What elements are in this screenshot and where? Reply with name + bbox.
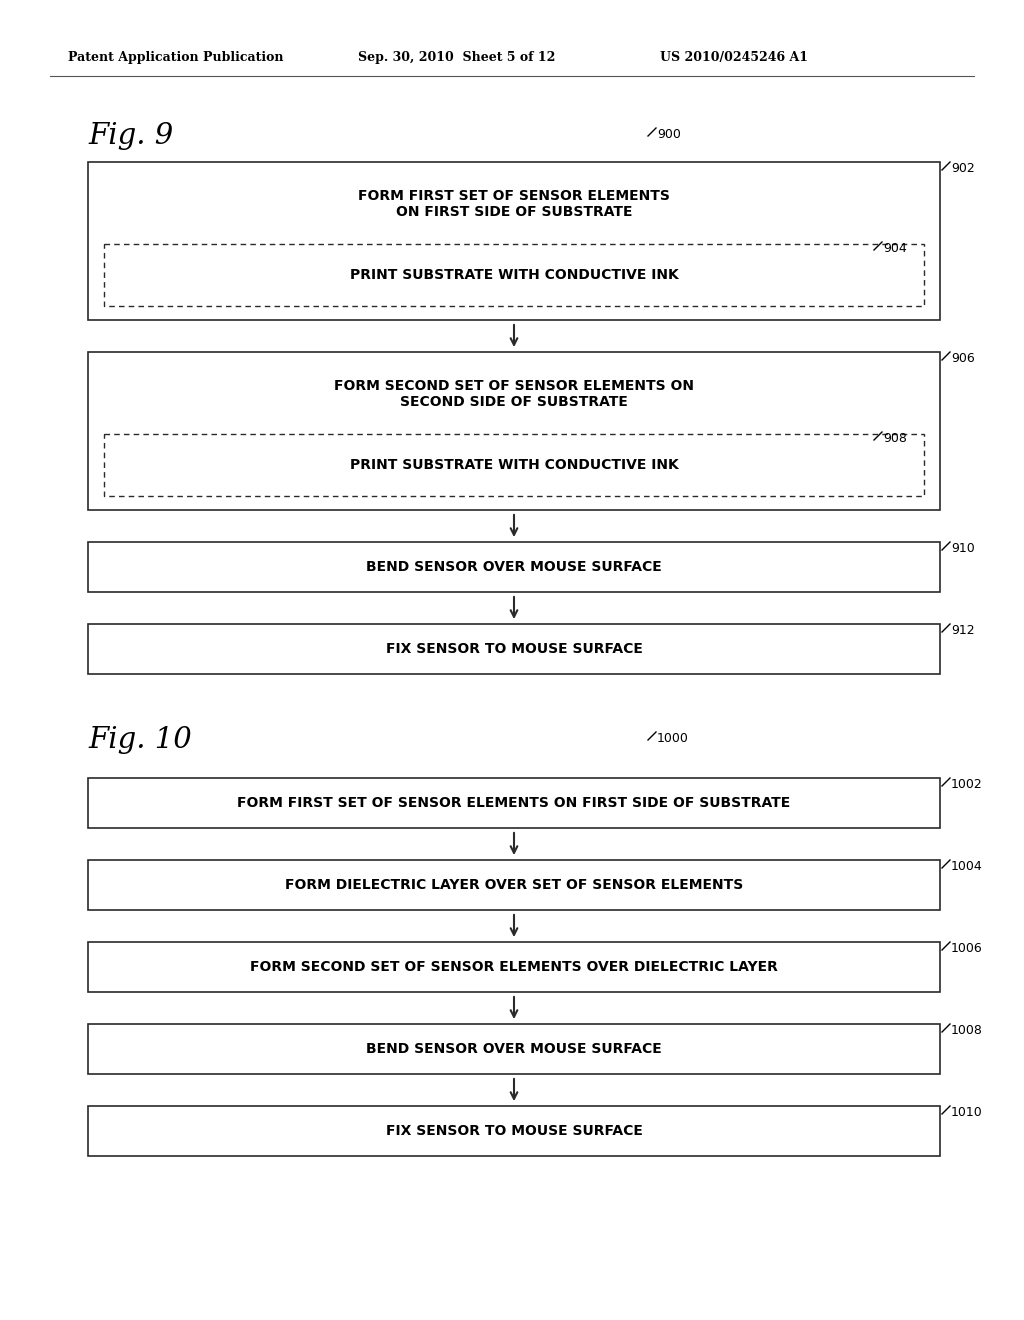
Text: PRINT SUBSTRATE WITH CONDUCTIVE INK: PRINT SUBSTRATE WITH CONDUCTIVE INK [349,268,678,282]
Text: 904: 904 [883,242,906,255]
Bar [104,244,924,306]
Bar [88,543,940,591]
Text: FIX SENSOR TO MOUSE SURFACE: FIX SENSOR TO MOUSE SURFACE [386,1125,642,1138]
Text: 910: 910 [951,543,975,554]
Bar [88,1024,940,1074]
Text: 1008: 1008 [951,1024,983,1038]
Text: 1004: 1004 [951,861,983,873]
Text: FORM DIELECTRIC LAYER OVER SET OF SENSOR ELEMENTS: FORM DIELECTRIC LAYER OVER SET OF SENSOR… [285,878,743,892]
Text: Sep. 30, 2010  Sheet 5 of 12: Sep. 30, 2010 Sheet 5 of 12 [358,51,555,65]
Text: FORM SECOND SET OF SENSOR ELEMENTS OVER DIELECTRIC LAYER: FORM SECOND SET OF SENSOR ELEMENTS OVER … [250,960,778,974]
Text: FORM FIRST SET OF SENSOR ELEMENTS
ON FIRST SIDE OF SUBSTRATE: FORM FIRST SET OF SENSOR ELEMENTS ON FIR… [358,189,670,219]
Text: 900: 900 [657,128,681,141]
Bar [88,777,940,828]
Text: Fig. 10: Fig. 10 [88,726,191,754]
Text: FORM FIRST SET OF SENSOR ELEMENTS ON FIRST SIDE OF SUBSTRATE: FORM FIRST SET OF SENSOR ELEMENTS ON FIR… [238,796,791,810]
Bar [88,942,940,993]
Bar [88,352,940,510]
Text: BEND SENSOR OVER MOUSE SURFACE: BEND SENSOR OVER MOUSE SURFACE [367,1041,662,1056]
Text: 902: 902 [951,162,975,176]
Text: 908: 908 [883,432,907,445]
Text: 1000: 1000 [657,733,689,744]
Bar [104,434,924,496]
Text: 906: 906 [951,352,975,366]
Text: 1006: 1006 [951,942,983,954]
Bar [88,162,940,319]
Bar [88,861,940,909]
Text: 912: 912 [951,624,975,638]
Text: BEND SENSOR OVER MOUSE SURFACE: BEND SENSOR OVER MOUSE SURFACE [367,560,662,574]
Text: PRINT SUBSTRATE WITH CONDUCTIVE INK: PRINT SUBSTRATE WITH CONDUCTIVE INK [349,458,678,473]
Text: Fig. 9: Fig. 9 [88,121,173,150]
Text: Patent Application Publication: Patent Application Publication [68,51,284,65]
Text: 1002: 1002 [951,777,983,791]
Bar [88,1106,940,1156]
Text: FORM SECOND SET OF SENSOR ELEMENTS ON
SECOND SIDE OF SUBSTRATE: FORM SECOND SET OF SENSOR ELEMENTS ON SE… [334,379,694,409]
Bar [88,624,940,675]
Text: US 2010/0245246 A1: US 2010/0245246 A1 [660,51,808,65]
Text: 1010: 1010 [951,1106,983,1119]
Text: FIX SENSOR TO MOUSE SURFACE: FIX SENSOR TO MOUSE SURFACE [386,642,642,656]
